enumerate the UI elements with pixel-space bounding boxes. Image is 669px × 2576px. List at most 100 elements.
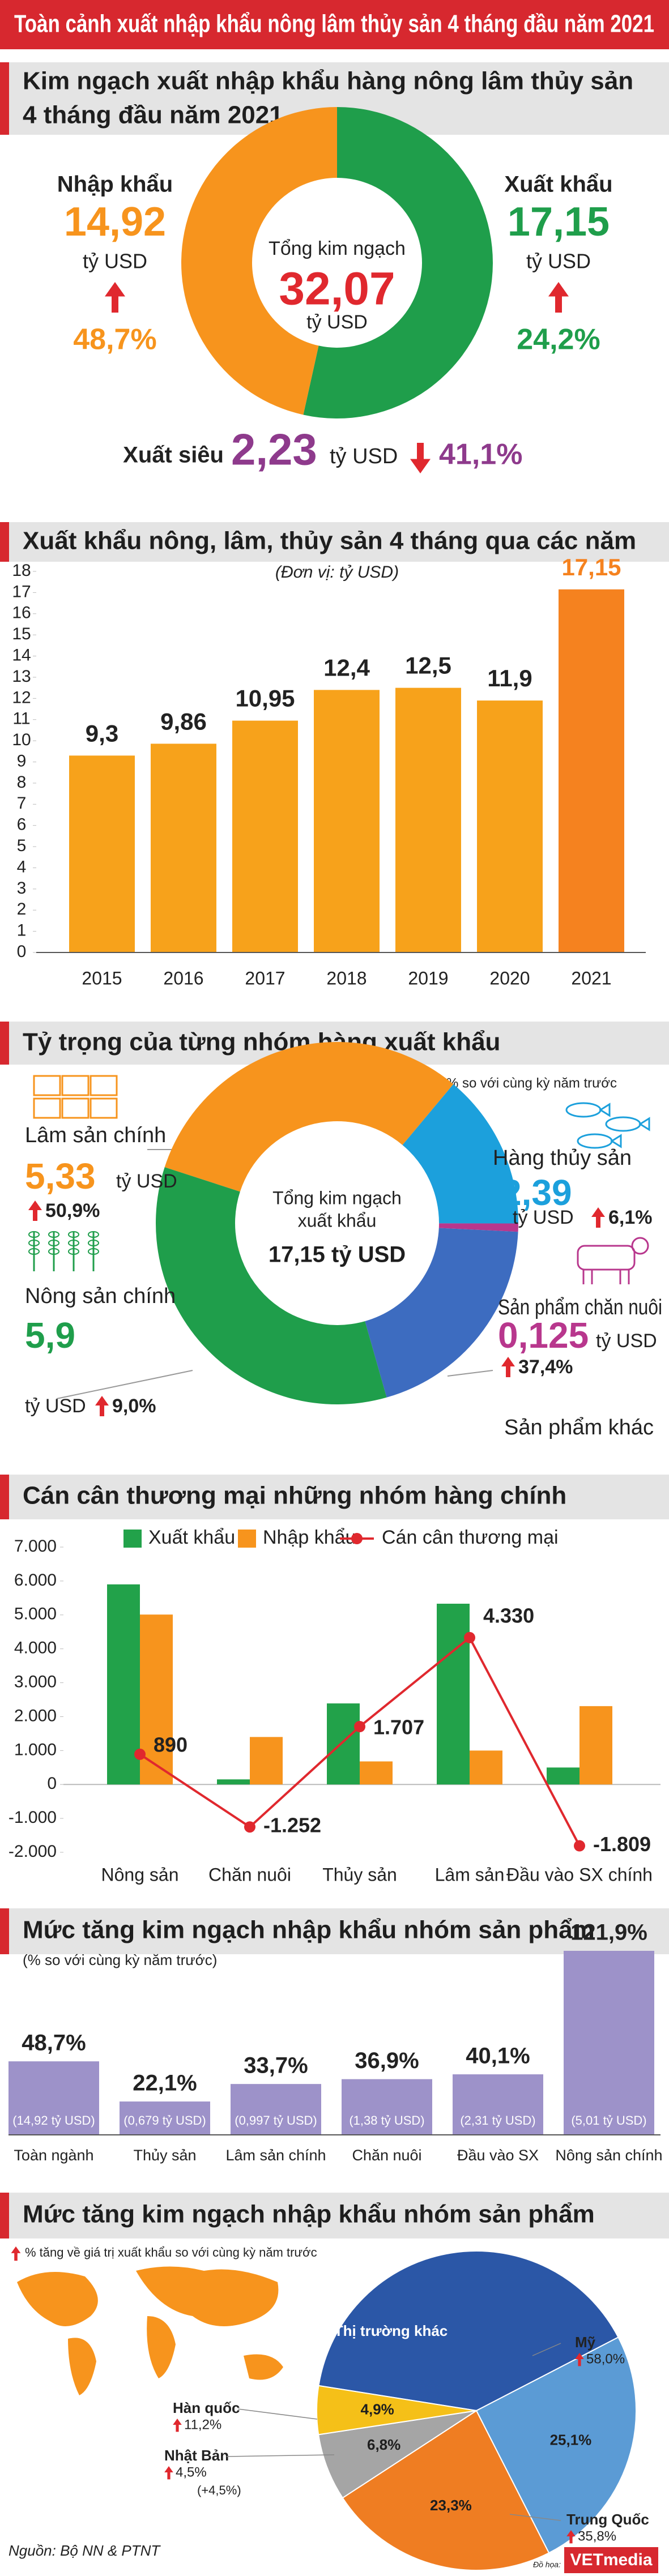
arrow-icon	[28, 1201, 42, 1221]
line-point	[134, 1748, 146, 1760]
legend-swatch	[238, 1530, 256, 1548]
wheat-grain	[68, 1231, 79, 1238]
unit-label: tỷ USD	[596, 1330, 657, 1352]
bar	[151, 744, 216, 952]
change-label: 35,8%	[578, 2528, 616, 2544]
line-point	[574, 1840, 585, 1852]
unit-label: tỷ USD	[25, 1395, 86, 1417]
bar	[342, 2079, 432, 2135]
x-tick-label: Toàn ngành	[14, 2147, 93, 2164]
pie-slice	[316, 2385, 477, 2436]
category-label: Sản phẩm khác	[504, 1416, 654, 1439]
wood-icon	[33, 1075, 61, 1096]
bar	[559, 589, 624, 952]
category-label: Nhật Bản	[164, 2447, 229, 2464]
bar	[564, 1951, 654, 2135]
change-label: 50,9%	[45, 1200, 100, 1221]
amount-label: (14,92 tỷ USD)	[12, 2113, 95, 2128]
x-tick-label: Đầu vào SX chính	[506, 1864, 653, 1885]
leader-line	[532, 2343, 561, 2356]
donut-segment	[181, 107, 337, 415]
unit-label: tỷ USD	[330, 445, 398, 468]
value-label: 2,39	[501, 1172, 572, 1213]
section-title: Tỷ trọng của từng nhóm hàng xuất khẩu	[23, 1028, 500, 1056]
unit-label: tỷ USD	[83, 250, 147, 273]
bar	[140, 1614, 173, 1785]
y-tick-label: 9	[17, 751, 27, 770]
x-tick-label: Thủy sản	[322, 1864, 397, 1885]
fish-tail	[599, 1103, 611, 1117]
y-tick-label: 10	[12, 730, 31, 749]
section-title: Xuất khẩu nông, lâm, thủy sản 4 tháng qu…	[23, 527, 636, 555]
section-title-bar	[0, 1475, 669, 1519]
bar	[360, 1761, 393, 1785]
arrow-icon	[575, 2353, 584, 2366]
center-total: 32,07	[279, 263, 395, 315]
wood-icon	[61, 1097, 90, 1119]
map-shape	[17, 2272, 98, 2326]
y-tick-label: 14	[12, 646, 31, 664]
section-title: 4 tháng đầu năm 2021	[23, 101, 283, 129]
x-tick-label: Đầu vào SX	[457, 2147, 539, 2164]
bar	[470, 1750, 502, 1785]
y-tick-label: 7.000	[14, 1537, 57, 1556]
value-label: -1.809	[593, 1832, 651, 1856]
change-label: 6,1%	[608, 1207, 653, 1228]
note: % so với cùng kỳ năm trước	[446, 1075, 617, 1091]
legend-label: Cán cân thương mại	[382, 1527, 559, 1548]
x-tick-label: Nông sản	[101, 1864, 179, 1885]
y-tick-label: 3.000	[14, 1672, 57, 1691]
y-tick-label: 18	[12, 561, 31, 580]
value-label: -1.252	[263, 1814, 321, 1837]
line-point	[354, 1720, 365, 1732]
category-label: Mỹ	[575, 2334, 596, 2351]
wheat-grain	[88, 1248, 99, 1255]
y-tick-label: 4	[17, 857, 27, 876]
section-title-bar	[0, 1908, 669, 1954]
category-label: Hàn quốc	[173, 2399, 240, 2416]
bar	[231, 2084, 321, 2135]
x-tick-label: 2017	[245, 968, 285, 988]
wood-icon	[90, 1097, 118, 1119]
section-accent	[0, 2193, 9, 2238]
x-tick-label: 2016	[163, 968, 203, 988]
y-tick-label: 17	[12, 582, 31, 601]
pie-slice	[342, 2410, 550, 2571]
section-title: Kim ngạch xuất nhập khẩu hàng nông lâm t…	[23, 67, 633, 95]
section-accent	[0, 1908, 9, 1954]
donut-segment	[155, 1167, 387, 1405]
wheat-grain	[28, 1248, 40, 1255]
donut-segment	[402, 1084, 518, 1224]
wood-icon	[61, 1075, 90, 1096]
change-label: 48,7%	[73, 323, 156, 356]
logo: VETmedia	[570, 2551, 652, 2569]
value-label: 22,1%	[133, 2071, 197, 2096]
map-shape	[68, 2338, 96, 2395]
map-shape	[244, 2354, 283, 2380]
slice-label: 6,8%	[367, 2436, 400, 2453]
value-label: 9,3	[86, 720, 118, 746]
bar	[437, 1604, 470, 1785]
leader-line	[56, 1370, 193, 1399]
value-label: 890	[154, 1733, 188, 1756]
amount-label: (1,38 tỷ USD)	[349, 2113, 424, 2128]
unit-label: tỷ USD	[526, 250, 591, 273]
cow-head	[631, 1237, 649, 1255]
y-tick-label: 16	[12, 604, 31, 622]
x-tick-label: Nông sản chính	[555, 2147, 662, 2164]
y-tick-label: 11	[12, 710, 30, 728]
y-tick-label: 6.000	[14, 1571, 57, 1590]
section-title: Mức tăng kim ngạch nhập khẩu nhóm sản ph…	[23, 1916, 595, 1944]
wheat-grain	[68, 1248, 79, 1255]
x-tick-label: 2020	[489, 968, 530, 988]
legend-label: Xuất khẩu	[148, 1527, 235, 1548]
y-tick-label: 4.000	[14, 1639, 57, 1657]
section-accent	[0, 1475, 9, 1519]
category-label: Hàng thủy sản	[493, 1146, 632, 1170]
amount-label: (0,679 tỷ USD)	[123, 2113, 206, 2128]
slice-label: 4,9%	[361, 2400, 394, 2417]
category-label: Nhập khẩu	[57, 172, 173, 197]
y-tick-label: 0	[17, 942, 27, 961]
pie-slice	[318, 2250, 619, 2412]
